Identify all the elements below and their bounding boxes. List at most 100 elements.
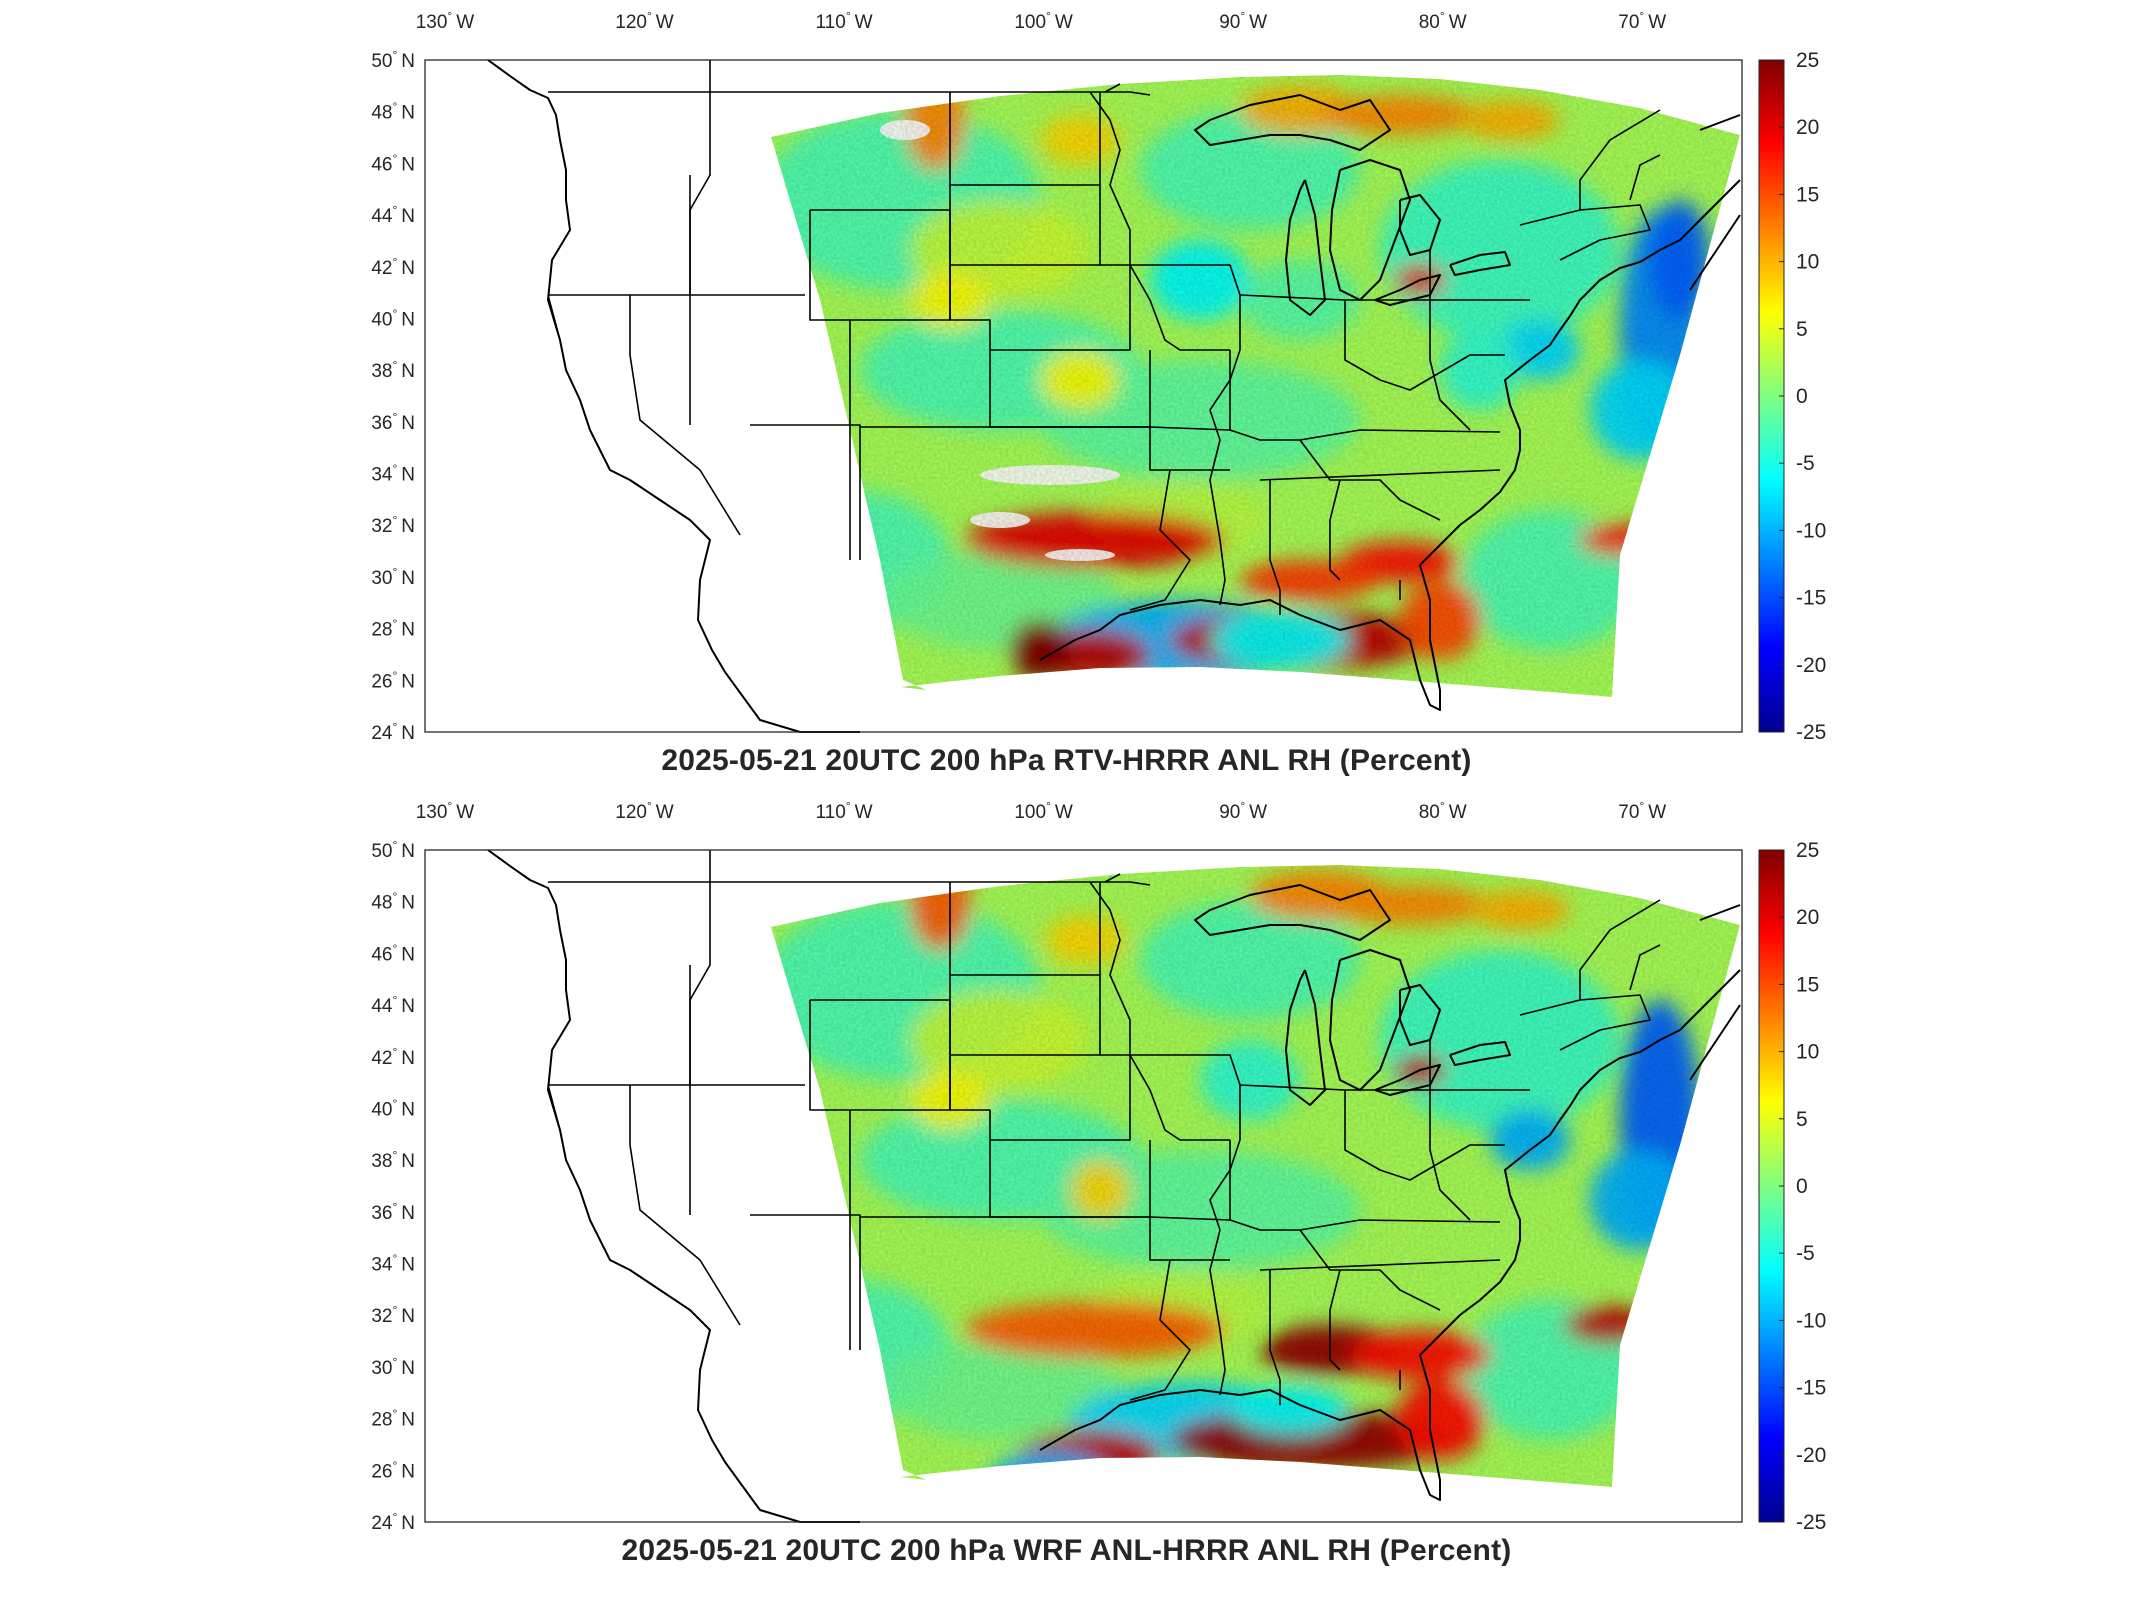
lat-tick-label: 42° N bbox=[371, 1045, 415, 1069]
lon-tick-label: 110° W bbox=[816, 799, 873, 823]
lon-tick-label: 120° W bbox=[615, 799, 674, 823]
state-border bbox=[1579, 109, 1661, 210]
map-axes-frame bbox=[424, 59, 1743, 733]
lat-tick-label: 32° N bbox=[371, 1303, 415, 1327]
lat-tick-label: 26° N bbox=[371, 1458, 415, 1482]
colorbar-tick-label: 10 bbox=[1796, 1041, 1819, 1064]
state-border bbox=[1209, 1229, 1226, 1396]
lon-tick-label: 80° W bbox=[1419, 9, 1467, 33]
lon-tick-label: 130° W bbox=[416, 799, 475, 823]
colorbar-tick-label: 25 bbox=[1796, 839, 1819, 862]
state-border bbox=[1299, 1229, 1441, 1311]
state-border bbox=[750, 1214, 861, 1350]
map-outlines bbox=[487, 59, 1741, 733]
colorbar-tick-label: 15 bbox=[1796, 183, 1819, 206]
state-border bbox=[949, 185, 1101, 266]
state-border bbox=[548, 91, 1151, 96]
colorbar-tick-label: -5 bbox=[1796, 452, 1815, 475]
state-border bbox=[548, 881, 1151, 886]
lat-tick-label: 28° N bbox=[371, 617, 415, 641]
lat-tick-label: 38° N bbox=[371, 358, 415, 382]
state-border bbox=[1329, 479, 1341, 581]
great-lake-outline bbox=[1374, 1064, 1441, 1096]
state-border bbox=[1344, 300, 1505, 391]
great-lake-outline bbox=[1449, 1041, 1511, 1066]
coastline bbox=[1699, 114, 1741, 131]
state-border bbox=[750, 424, 861, 560]
state-border bbox=[1629, 154, 1661, 201]
lat-tick-label: 36° N bbox=[371, 410, 415, 434]
lon-tick-label: 80° W bbox=[1419, 799, 1467, 823]
great-lake-outline bbox=[1449, 251, 1511, 276]
lat-tick-label: 34° N bbox=[371, 462, 415, 486]
lon-tick-label: 110° W bbox=[816, 9, 873, 33]
colorbar-tick-label: 5 bbox=[1796, 1108, 1808, 1131]
colorbar-tick-label: -20 bbox=[1796, 1444, 1826, 1467]
great-lake-outline bbox=[1329, 949, 1411, 1091]
colorbar-tick-label: 25 bbox=[1796, 49, 1819, 72]
state-border bbox=[949, 975, 1101, 1056]
state-border bbox=[547, 1084, 561, 1131]
lat-tick-label: 44° N bbox=[371, 993, 415, 1017]
state-border bbox=[949, 882, 1101, 976]
lat-tick-label: 44° N bbox=[371, 203, 415, 227]
state-border bbox=[629, 1085, 741, 1326]
state-border bbox=[629, 295, 741, 536]
panel-title-wrf: 2025-05-21 20UTC 200 hPa WRF ANL-HRRR AN… bbox=[621, 1534, 1512, 1567]
state-border bbox=[1429, 1090, 1471, 1221]
coastline bbox=[487, 849, 860, 1523]
lat-tick-label: 32° N bbox=[371, 513, 415, 537]
panel-wrf: 130° W 120° W 110° W 100° W 90° W 80° W 70° W 50° N 48° N… bbox=[0, 790, 2133, 1580]
lat-tick-label: 50° N bbox=[371, 48, 415, 72]
lat-tick-label: 36° N bbox=[371, 1200, 415, 1224]
coastline bbox=[1689, 1004, 1741, 1081]
state-border bbox=[1299, 439, 1441, 521]
colorbar-tick-label: 10 bbox=[1796, 251, 1819, 274]
lat-tick-label: 46° N bbox=[371, 151, 415, 175]
lat-tick-label: 24° N bbox=[371, 1510, 415, 1534]
state-border bbox=[1089, 91, 1230, 351]
lat-tick-label: 34° N bbox=[371, 1252, 415, 1276]
map-svg-rtv: 130° W 120° W 110° W 100° W 90° W 80° W 70° W 50° N 48° N… bbox=[371, 9, 1826, 744]
state-border bbox=[1100, 1054, 1241, 1140]
state-border bbox=[1209, 349, 1241, 441]
colorbar-tick-label: -25 bbox=[1796, 721, 1826, 744]
state-border bbox=[1104, 873, 1121, 883]
state-border bbox=[1259, 1259, 1501, 1271]
colorbar-tick-label: -10 bbox=[1796, 519, 1826, 542]
state-border bbox=[1344, 1090, 1505, 1181]
state-border bbox=[1429, 300, 1471, 431]
colorbar-tick-label: -15 bbox=[1796, 587, 1826, 610]
panel-title-rtv: 2025-05-21 20UTC 200 hPa RTV-HRRR ANL RH… bbox=[661, 744, 1472, 777]
state-border bbox=[1519, 204, 1651, 261]
rh-difference-field bbox=[771, 865, 1740, 1487]
lon-tick-label: 100° W bbox=[1014, 9, 1073, 33]
colorbar-tick-label: 15 bbox=[1796, 973, 1819, 996]
lon-tick-label: 90° W bbox=[1219, 799, 1267, 823]
great-lake-outline bbox=[1285, 179, 1326, 316]
lat-tick-label: 42° N bbox=[371, 255, 415, 279]
lat-tick-label: 28° N bbox=[371, 1407, 415, 1431]
lon-tick-label: 120° W bbox=[615, 9, 674, 33]
coastline bbox=[1039, 969, 1741, 1501]
colorbar-tick-label: -15 bbox=[1796, 1377, 1826, 1400]
lat-tick-label: 40° N bbox=[371, 306, 415, 330]
lat-tick-label: 30° N bbox=[371, 1355, 415, 1379]
colorbar-tick-label: 5 bbox=[1796, 318, 1808, 341]
colorbar-tick-label: -25 bbox=[1796, 1511, 1826, 1534]
coastline bbox=[487, 59, 860, 733]
state-border bbox=[1579, 899, 1661, 1000]
lon-tick-label: 70° W bbox=[1618, 9, 1666, 33]
state-border bbox=[1100, 264, 1241, 350]
state-border bbox=[949, 1055, 1131, 1141]
lat-tick-label: 40° N bbox=[371, 1096, 415, 1120]
colorbar-tick-label: -20 bbox=[1796, 654, 1826, 677]
colorbar-tick-label: 20 bbox=[1796, 906, 1819, 929]
colorbar-tick-label: -5 bbox=[1796, 1242, 1815, 1265]
state-border bbox=[949, 92, 1101, 186]
coastline bbox=[1699, 904, 1741, 921]
panel-rtv: 130° W 120° W 110° W 100° W 90° W 80° W 70° W 50° N 48° N… bbox=[0, 0, 2133, 790]
lat-tick-label: 24° N bbox=[371, 720, 415, 744]
great-lake-outline bbox=[1194, 884, 1391, 941]
great-lake-outline bbox=[1329, 159, 1411, 301]
